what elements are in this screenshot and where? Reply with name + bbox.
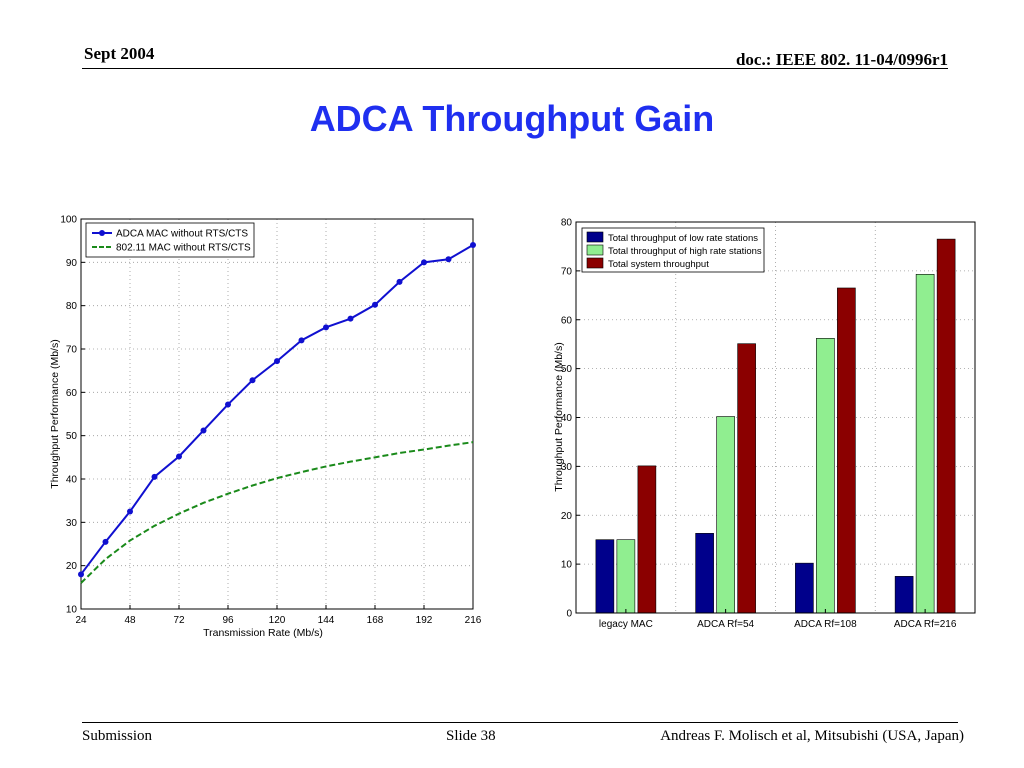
y-axis-label: Throughput Performance (Mb/s) [49,339,61,488]
y-tick-label: 0 [566,609,572,620]
y-tick-label: 70 [561,266,573,277]
line-chart: 24 48 72 96 120 144 168 192 216 10 20 30 40 50 60 70 80 9… [44,204,486,652]
x-tick-label: ADCA Rf=216 [894,619,957,630]
data-point-adca [225,401,231,408]
y-tick-label: 80 [66,301,78,312]
series-line-802-11 [80,441,474,584]
data-point-adca [249,377,256,384]
data-point-adca [347,315,354,322]
legend-label-bar-low-rate: Total throughput of low rate stations [608,233,758,244]
data-point-adca [78,571,84,578]
data-point-adca [396,278,403,285]
bar-chart: 0 10 20 30 40 50 60 70 80 legacy MAC ADCA Rf=54 ADC… [538,204,984,632]
y-tick-label: 80 [561,218,573,229]
y-tick-label: 60 [561,315,573,326]
y-tick-label: 70 [66,345,78,356]
bar-system [737,343,756,614]
bar-low-rate [894,576,914,614]
header-rule [82,68,948,69]
bar-system [936,238,956,614]
x-tick-label: 168 [367,615,384,626]
x-tick-label: ADCA Rf=108 [794,619,857,630]
data-point-adca [200,427,207,434]
y-axis-label: Throughput Performance (Mb/s) [553,342,565,491]
data-point-adca [445,256,452,263]
y-tick-label: 20 [66,561,78,572]
y-tick-label: 10 [66,605,78,616]
x-axis-label: Transmission Rate (Mb/s) [203,627,323,639]
legend-box [85,222,255,258]
footer-left: Submission [82,728,153,744]
legend-box [581,227,765,273]
header-date: Sept 2004 [84,44,155,63]
plot-frame [575,221,976,614]
x-tick-label: ADCA Rf=54 [697,619,754,630]
data-point-adca [127,508,133,515]
bar-system [637,465,657,614]
header-doc-id: doc.: IEEE 802. 11-04/0996r1 [735,50,948,69]
y-tick-label: 40 [66,475,78,486]
data-point-adca [102,538,109,545]
x-tick-label: legacy MAC [599,619,653,630]
y-tick-label: 10 [561,560,573,571]
bar-low-rate [695,533,714,614]
legend-label-bar-system: Total system throughput [608,259,709,270]
x-tick-label: 48 [124,615,136,626]
y-tick-label: 100 [60,215,77,226]
footer-rule [82,722,958,723]
x-tick-label: 120 [269,615,286,626]
y-tick-label: 60 [66,388,78,399]
data-point-adca [323,324,329,331]
footer-author: Andreas F. Molisch et al, Mitsubishi (US… [660,728,964,744]
data-point-adca [421,259,427,266]
bar-system [837,287,856,614]
x-tick-label: 96 [222,615,234,626]
legend-swatch-bar-high-rate [586,244,604,256]
y-tick-label: 30 [66,518,78,529]
bar-low-rate [595,539,615,614]
bar-high-rate [616,539,636,614]
y-tick-label: 90 [66,258,78,269]
legend-marker-adca [99,230,105,236]
x-tick-label: 192 [416,615,433,626]
y-tick-label: 50 [66,431,78,442]
data-point-adca [274,358,280,365]
data-point-adca [372,301,378,308]
data-point-adca [151,473,158,480]
bar-low-rate [795,562,814,614]
x-tick-label: 144 [318,615,335,626]
plot-frame [80,218,474,610]
legend-label-bar-high-rate: Total throughput of high rate stations [608,246,762,257]
slide-title: ADCA Throughput Gain [309,98,715,139]
y-tick-label: 20 [561,511,573,522]
footer-slide-number: Slide 38 [446,728,496,744]
y-tick-label: 50 [561,364,573,375]
bar-high-rate [716,416,735,614]
bar-high-rate [915,273,935,614]
x-tick-label: 216 [465,615,482,626]
y-tick-label: 40 [561,413,573,424]
legend-label-adca: ADCA MAC without RTS/CTS [116,229,248,240]
bar-high-rate [816,338,835,614]
legend-swatch-bar-low-rate [586,231,604,243]
data-point-adca [298,337,305,344]
x-tick-label: 24 [75,615,87,626]
data-point-adca [176,453,182,460]
y-tick-label: 30 [561,462,573,473]
x-tick-label: 72 [173,615,185,626]
legend-swatch-bar-system [586,257,604,269]
legend-label-802-11: 802.11 MAC without RTS/CTS [116,243,251,254]
data-point-adca [470,242,476,248]
series-line-adca [80,244,474,575]
